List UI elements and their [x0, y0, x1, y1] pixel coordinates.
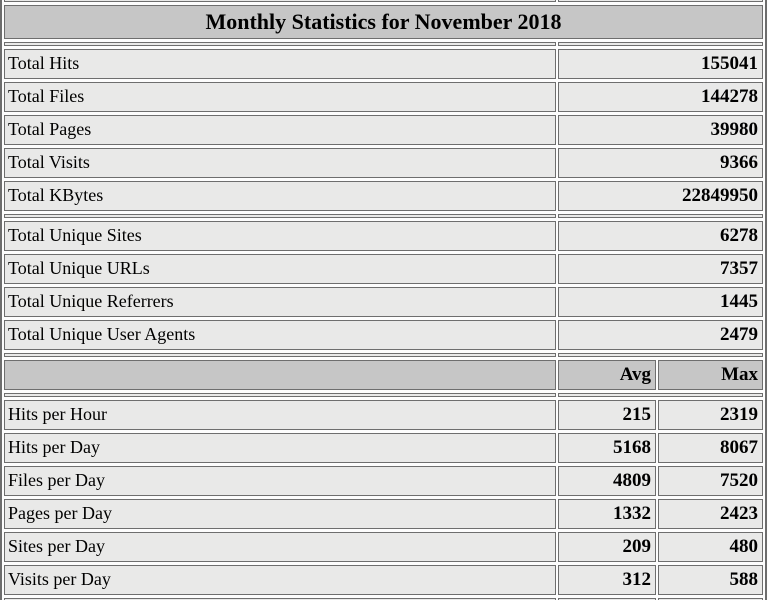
spacer-row-top: [4, 0, 763, 2]
stat-row-kbytes-per-day: KBytes per Day 761665 1090483: [4, 598, 763, 600]
stat-row-sites-per-day: Sites per Day 209 480: [4, 532, 763, 562]
stat-label: Total Visits: [4, 148, 556, 178]
stat-avg-value: 209: [558, 532, 656, 562]
spacer-cell: [4, 214, 556, 218]
stat-value: 1445: [558, 287, 763, 317]
stat-row-total-files: Total Files 144278: [4, 82, 763, 112]
avg-max-header-blank-cell: [4, 360, 556, 390]
stat-row-total-pages: Total Pages 39980: [4, 115, 763, 145]
stat-label: Total Pages: [4, 115, 556, 145]
stat-row-unique-sites: Total Unique Sites 6278: [4, 221, 763, 251]
stat-value: 9366: [558, 148, 763, 178]
stat-label: Total Unique Sites: [4, 221, 556, 251]
stat-row-visits-per-day: Visits per Day 312 588: [4, 565, 763, 595]
avg-column-header: Avg: [558, 360, 656, 390]
spacer-cell: [4, 42, 556, 46]
stat-label: Visits per Day: [4, 565, 556, 595]
spacer-cell: [558, 0, 763, 2]
stat-max-value: 2319: [658, 400, 763, 430]
stat-row-total-kbytes: Total KBytes 22849950: [4, 181, 763, 211]
stat-label: Sites per Day: [4, 532, 556, 562]
stat-row-pages-per-day: Pages per Day 1332 2423: [4, 499, 763, 529]
stat-value: 39980: [558, 115, 763, 145]
max-column-header: Max: [658, 360, 763, 390]
stat-label: Total Unique Referrers: [4, 287, 556, 317]
stat-max-value: 7520: [658, 466, 763, 496]
stat-row-hits-per-day: Hits per Day 5168 8067: [4, 433, 763, 463]
stat-value: 7357: [558, 254, 763, 284]
stat-avg-value: 312: [558, 565, 656, 595]
spacer-row: [4, 214, 763, 218]
stat-label: Pages per Day: [4, 499, 556, 529]
stat-max-value: 480: [658, 532, 763, 562]
spacer-row: [4, 42, 763, 46]
stat-label: Total Unique URLs: [4, 254, 556, 284]
stat-row-unique-referrers: Total Unique Referrers 1445: [4, 287, 763, 317]
spacer-cell: [558, 42, 763, 46]
spacer-row: [4, 393, 763, 397]
stat-label: KBytes per Day: [4, 598, 556, 600]
stat-row-total-visits: Total Visits 9366: [4, 148, 763, 178]
stat-max-value: 8067: [658, 433, 763, 463]
stat-value: 6278: [558, 221, 763, 251]
stat-label: Hits per Day: [4, 433, 556, 463]
stat-row-hits-per-hour: Hits per Hour 215 2319: [4, 400, 763, 430]
stat-value: 2479: [558, 320, 763, 350]
stat-value: 155041: [558, 49, 763, 79]
stat-row-unique-urls: Total Unique URLs 7357: [4, 254, 763, 284]
spacer-row: [4, 353, 763, 357]
stat-avg-value: 5168: [558, 433, 656, 463]
spacer-cell: [558, 214, 763, 218]
spacer-cell: [4, 393, 556, 397]
stat-label: Total Files: [4, 82, 556, 112]
avg-max-header-row: Avg Max: [4, 360, 763, 390]
stat-avg-value: 761665: [558, 598, 656, 600]
stat-max-value: 1090483: [658, 598, 763, 600]
spacer-cell: [558, 393, 763, 397]
stat-label: Total Hits: [4, 49, 556, 79]
stat-label: Files per Day: [4, 466, 556, 496]
spacer-cell: [4, 0, 556, 2]
spacer-cell: [558, 353, 763, 357]
stat-row-files-per-day: Files per Day 4809 7520: [4, 466, 763, 496]
stat-max-value: 588: [658, 565, 763, 595]
stat-avg-value: 4809: [558, 466, 656, 496]
table-title: Monthly Statistics for November 2018: [4, 5, 763, 39]
stat-row-total-hits: Total Hits 155041: [4, 49, 763, 79]
stat-row-unique-user-agents: Total Unique User Agents 2479: [4, 320, 763, 350]
stat-label: Total Unique User Agents: [4, 320, 556, 350]
stat-label: Total KBytes: [4, 181, 556, 211]
stat-value: 22849950: [558, 181, 763, 211]
stat-max-value: 2423: [658, 499, 763, 529]
spacer-cell: [4, 353, 556, 357]
stat-label: Hits per Hour: [4, 400, 556, 430]
stat-value: 144278: [558, 82, 763, 112]
table-title-row: Monthly Statistics for November 2018: [4, 5, 763, 39]
stat-avg-value: 1332: [558, 499, 656, 529]
stat-avg-value: 215: [558, 400, 656, 430]
